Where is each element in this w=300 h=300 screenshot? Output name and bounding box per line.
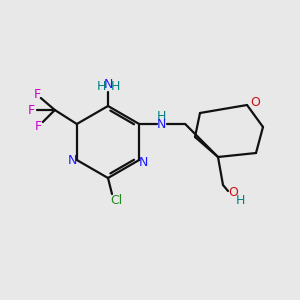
Text: O: O	[250, 97, 260, 110]
Text: N: N	[103, 79, 113, 92]
Text: O: O	[228, 187, 238, 200]
Text: H: H	[157, 110, 166, 124]
Text: F: F	[27, 103, 34, 116]
Text: H: H	[96, 80, 106, 94]
Text: H: H	[110, 80, 120, 94]
Text: H: H	[235, 194, 245, 208]
Text: F: F	[34, 119, 41, 133]
Text: F: F	[33, 88, 40, 100]
Text: N: N	[68, 154, 77, 166]
Text: N: N	[139, 155, 148, 169]
Text: N: N	[157, 118, 166, 130]
Text: Cl: Cl	[110, 194, 122, 206]
